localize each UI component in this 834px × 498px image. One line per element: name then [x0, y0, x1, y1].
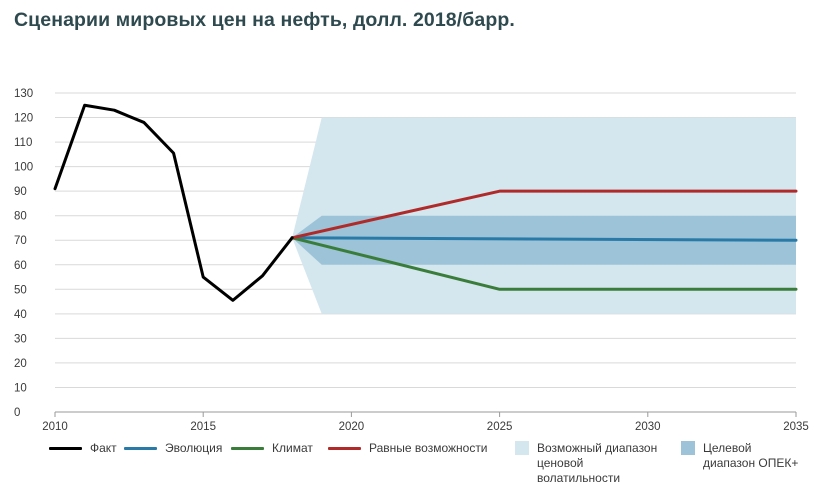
y-tick-label: 100 — [14, 162, 33, 174]
legend-item-fact: Факт — [49, 441, 117, 456]
legend-swatch-opec — [681, 441, 695, 455]
series-line-equal — [290, 189, 798, 240]
y-tick-label: 90 — [14, 186, 27, 198]
x-tick-label: 2035 — [783, 421, 809, 433]
series-line-fact — [53, 103, 294, 302]
y-tick-label: 10 — [14, 382, 27, 394]
legend-swatch-climate — [231, 447, 264, 450]
x-tick-label: 2030 — [635, 421, 661, 433]
legend-label-fact: Факт — [90, 441, 117, 455]
y-tick-label: 30 — [14, 333, 27, 345]
y-tick-label: 120 — [14, 113, 33, 125]
x-tick-label: 2015 — [190, 421, 216, 433]
series-line-evolution — [290, 236, 798, 242]
legend-swatch-evolution — [124, 447, 157, 450]
legend-swatch-volatility — [515, 441, 529, 455]
legend-item-evolution: Эволюция — [124, 441, 222, 456]
legend-item-equal: Равные возможности — [328, 441, 488, 456]
chart-legend: Факт Эволюция Климат Равные возможности … — [0, 441, 834, 491]
legend-swatch-fact — [49, 447, 82, 450]
legend-item-climate: Климат — [231, 441, 313, 456]
legend-swatch-equal — [328, 447, 361, 450]
x-tick-label: 2020 — [339, 421, 365, 433]
y-tick-label: 80 — [14, 211, 27, 223]
legend-label-volatility: Возможный диапазон ценовой волатильности — [537, 441, 658, 485]
x-tick-label: 2025 — [487, 421, 513, 433]
y-tick-label: 40 — [14, 309, 27, 321]
legend-label-evolution: Эволюция — [165, 441, 223, 455]
y-tick-label: 0 — [14, 407, 20, 419]
y-tick-label: 130 — [14, 88, 33, 100]
y-tick-label: 110 — [14, 137, 32, 149]
legend-label-climate: Климат — [272, 441, 313, 455]
y-tick-label: 60 — [14, 260, 27, 272]
legend-label-opec: Целевой диапазон ОПЕК+ — [703, 441, 799, 470]
x-tick-label: 2010 — [42, 421, 68, 433]
legend-label-equal: Равные возможности — [369, 441, 488, 455]
y-tick-label: 70 — [14, 235, 27, 247]
legend-item-volatility: Возможный диапазон ценовой волатильности — [515, 441, 657, 486]
y-tick-label: 50 — [14, 284, 27, 296]
y-tick-label: 20 — [14, 358, 27, 370]
legend-item-opec: Целевой диапазон ОПЕК+ — [681, 441, 798, 471]
series-line-climate — [290, 236, 798, 291]
chart-title: Сценарии мировых цен на нефть, долл. 201… — [14, 9, 515, 31]
